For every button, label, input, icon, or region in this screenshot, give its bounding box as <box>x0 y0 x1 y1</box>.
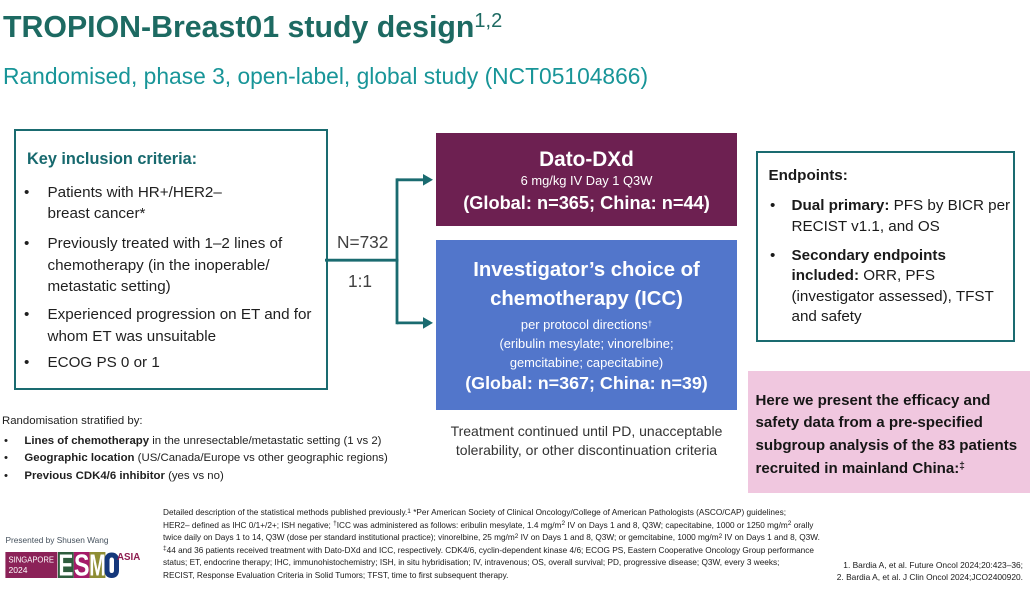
svg-text:E: E <box>58 550 73 582</box>
svg-text:S: S <box>74 550 90 582</box>
svg-text:ASIA: ASIA <box>117 552 141 563</box>
svg-text:M: M <box>89 550 106 582</box>
svg-text:2024: 2024 <box>9 565 28 575</box>
svg-text:SINGAPORE: SINGAPORE <box>9 555 55 565</box>
